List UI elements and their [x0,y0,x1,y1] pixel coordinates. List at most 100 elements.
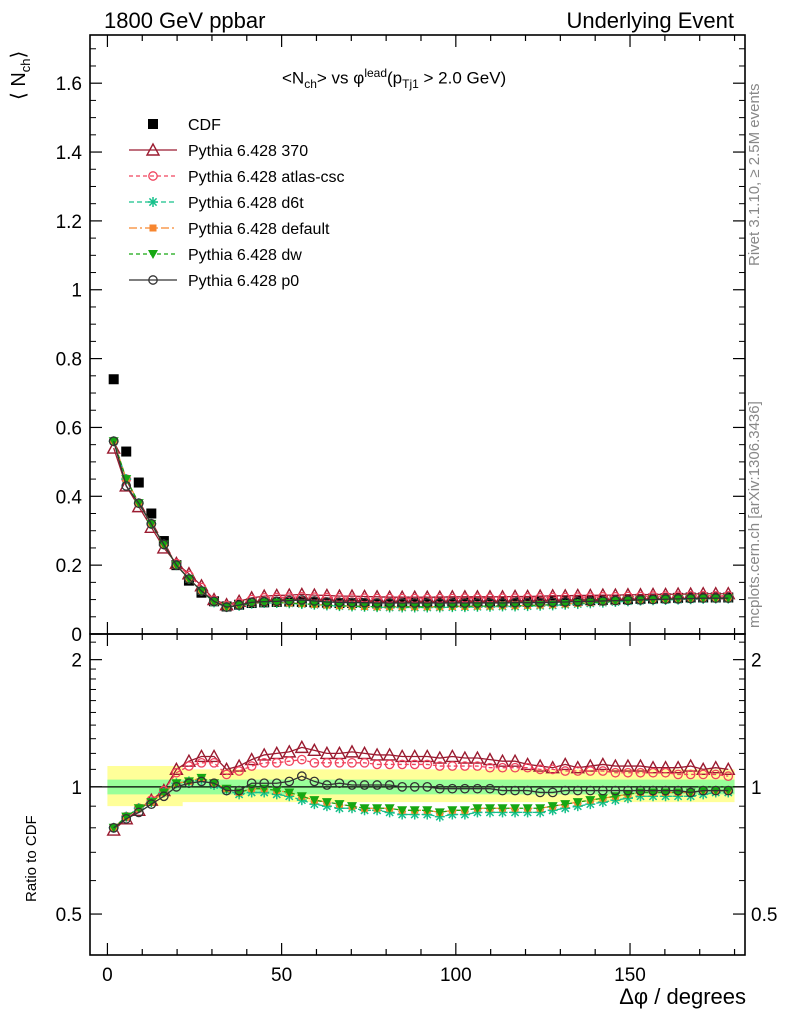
pythia-6-428-atlas-csc-ratio-point [221,769,232,780]
pythia-6-428-dw-ratio-point [334,800,345,810]
pythia-6-428-p0-ratio-point [572,785,583,796]
ratio-ytick-label-right: 1 [751,778,762,799]
pythia-6-428-p0-ratio-point [698,785,709,796]
pythia-6-428-370-ratio-point [257,747,272,761]
pythia-6-428-dw-ratio-point [459,806,470,816]
pythia-6-428-p0-ratio-point [710,785,721,796]
pythia-6-428-atlas-csc-line [113,441,729,607]
pythia-6-428-atlas-csc-ratio-point [196,757,207,768]
pythia-6-428-370-point [445,589,460,603]
pythia-6-428-dw-ratio-point [434,808,445,818]
pythia-6-428-370-ratio-point [683,758,698,772]
pythia-6-428-370-point [106,440,121,454]
pythia-6-428-p0-point [660,594,671,605]
pythia-6-428-default-line [113,441,729,608]
pythia-6-428-p0-point [347,597,357,608]
pythia-6-428-p0-ratio-point [397,781,408,792]
pythia-6-428-p0-point [133,498,144,509]
pythia-6-428-atlas-csc-ratio-point [685,769,696,780]
pythia-6-428-p0-ratio-point [309,776,320,787]
pythia-6-428-p0-point [497,598,508,608]
pythia-6-428-atlas-csc-ratio-point [460,761,470,771]
header-left: 1800 GeV ppbar [104,8,266,33]
pythia-6-428-p0-ratio-point [221,785,232,796]
pythia-6-428-atlas-csc-ratio-point [234,766,244,776]
pythia-6-428-p0-ratio-point [209,778,219,789]
pythia-6-428-p0-point [572,596,583,607]
ratio-ytick-label: 0.5 [56,905,82,926]
pythia-6-428-dw-ratio-point [158,788,169,798]
pythia-6-428-dw-ratio-point [321,798,332,808]
pythia-6-428-atlas-csc-ratio-point [723,771,734,782]
pythia-6-428-p0-ratio-point [121,813,132,824]
pythia-6-428-atlas-csc-ratio-point [409,759,420,770]
pythia-6-428-dw-ratio-point [597,794,608,804]
xtick-label: 100 [440,965,472,986]
pythia-6-428-370-point [369,589,385,603]
pythia-6-428-p0-ratio-point [472,783,483,794]
pythia-6-428-p0-point [485,598,495,608]
pythia-6-428-p0-point [309,596,320,606]
pythia-6-428-atlas-csc-ratio-point [623,767,633,778]
ratio-ytick-label: 1 [71,778,82,799]
xtick-label: 50 [271,965,292,986]
pythia-6-428-p0-point [359,597,370,608]
pythia-6-428-p0-line [113,441,729,608]
pythia-6-428-p0-point [685,593,696,604]
pythia-6-428-atlas-csc-ratio-point [472,761,483,771]
pythia-6-428-dw-ratio-point [384,804,395,814]
pythia-6-428-p0-point [623,595,633,606]
pythia-6-428-p0-ratio-point [434,783,445,794]
pythia-6-428-p0-ratio-point [284,776,295,787]
pythia-6-428-atlas-csc-ratio-point [673,769,683,780]
pythia-6-428-p0-point [397,598,408,608]
pythia-6-428-p0-ratio-point [108,822,119,833]
ratio-panel: 0.5 0.5 1 1 2 2 0 50 100 150 [56,633,777,986]
pythia-6-428-370-ratio-point [633,758,648,772]
pythia-6-428-p0-point [146,518,157,529]
pythia-6-428-atlas-csc-ratio-point [447,761,458,771]
pythia-6-428-p0-ratio-point [585,785,596,796]
pythia-6-428-dw-ratio-point [510,804,521,814]
pythia-6-428-atlas-csc-ratio-point [246,761,257,771]
main-ytick-label: 1.6 [56,74,82,95]
pythia-6-428-p0-ratio-point [409,781,420,792]
pythia-6-428-atlas-csc-ratio-point [359,757,370,768]
pythia-6-428-p0-ratio-point [372,780,382,790]
pythia-6-428-dw-ratio-point [196,773,207,783]
main-ytick-label: 1.4 [56,143,83,164]
legend-marker-cdf [148,119,158,129]
pythia-6-428-370-point [119,478,134,492]
pythia-6-428-atlas-csc-ratio-point [698,769,709,780]
pythia-6-428-dw-ratio-point [296,792,307,802]
ratio-frame [89,633,746,956]
pythia-6-428-370-ratio-point [394,749,410,763]
pythia-6-428-p0-point [108,436,119,447]
pythia-6-428-370-ratio-point [608,758,623,772]
pythia-6-428-atlas-csc-ratio-point [271,757,282,768]
pythia-6-428-dw-ratio-point [572,798,583,808]
pythia-6-428-p0-point [234,600,244,610]
pythia-6-428-p0-ratio-point [159,791,169,802]
pythia-6-428-atlas-csc-ratio-point [598,766,608,776]
pythia-6-428-370-ratio-point [294,739,310,754]
pythia-6-428-p0-point [284,595,295,606]
pythia-6-428-dw-point [622,596,633,606]
plot-title: <Nch> vs φlead(pTj1 > 2.0 GeV) [282,66,507,92]
pythia-6-428-p0-ratio-point [347,780,357,790]
pythia-6-428-p0-ratio-point [485,783,495,794]
pythia-6-428-atlas-csc-ratio-point [547,764,558,775]
main-ytick-label: 0.4 [56,487,83,508]
pythia-6-428-370-ratio-point [457,750,473,764]
pythia-6-428-p0-point [447,598,458,608]
pythia-6-428-p0-ratio-point [271,778,282,789]
legend-marker-pythia-6-428-atlas-csc [148,171,158,181]
pythia-6-428-p0-ratio-point [359,780,370,790]
pythia-6-428-atlas-csc-ratio-point [535,764,545,775]
pythia-6-428-atlas-csc-ratio-point [710,769,721,780]
pythia-6-428-dw-ratio-point [447,806,458,816]
pythia-6-428-atlas-csc-ratio-point [660,767,671,778]
pythia-6-428-dw-point [522,601,533,611]
header-right: Underlying Event [566,8,734,33]
pythia-6-428-atlas-csc-ratio-point [184,761,194,771]
